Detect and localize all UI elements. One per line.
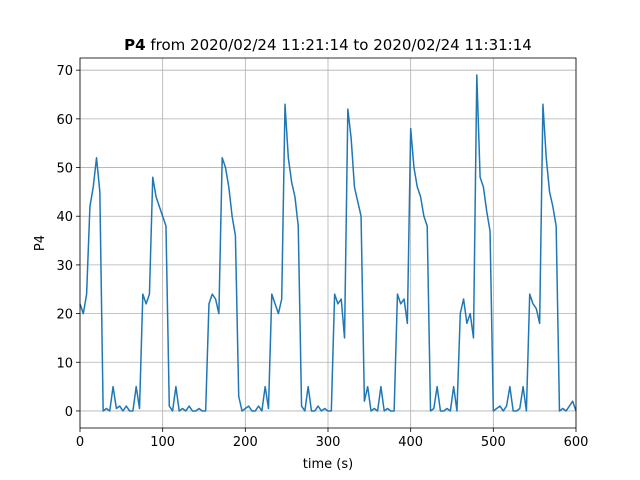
y-tick-label: 30	[56, 259, 73, 274]
x-tick-label: 600	[564, 435, 589, 450]
y-tick-label: 50	[56, 162, 73, 177]
x-tick-label: 400	[398, 435, 423, 450]
y-tick-label: 20	[56, 308, 73, 323]
y-tick-label: 10	[56, 356, 73, 371]
x-tick-label: 500	[481, 435, 506, 450]
data-line	[79, 74, 577, 412]
title-text: from 2020/02/24 11:21:14 to 2020/02/24 1…	[150, 36, 531, 54]
x-tick-label: 0	[76, 435, 84, 450]
x-axis-label: time (s)	[303, 457, 353, 472]
x-tick-label: 200	[233, 435, 258, 450]
y-tick-label: 0	[65, 405, 73, 420]
y-tick-label: 60	[56, 113, 73, 128]
y-axis-label: P4	[33, 235, 48, 251]
chart-title: P4 from 2020/02/24 11:21:14 to 2020/02/2…	[124, 36, 532, 54]
x-tick-label: 300	[316, 435, 341, 450]
y-tick-label: 40	[56, 210, 73, 225]
x-tick-label: 100	[150, 435, 175, 450]
y-tick-label: 70	[56, 64, 73, 79]
plot-frame	[79, 57, 577, 429]
title-prefix: P4	[124, 36, 145, 54]
